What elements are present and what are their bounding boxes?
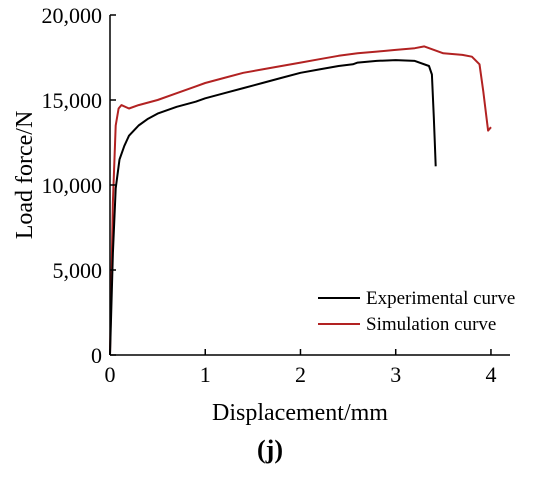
x-axis-title: Displacement/mm	[212, 400, 388, 426]
x-tick-label: 4	[485, 362, 496, 387]
y-tick-label: 10,000	[42, 173, 103, 198]
y-axis-title: Load force/N	[12, 111, 38, 240]
legend-label-simulation: Simulation curve	[366, 314, 496, 335]
y-axis-ticks: 0 5,000 10,000 15,000 20,000	[42, 3, 116, 368]
x-tick-label: 3	[390, 362, 401, 387]
legend-label-experimental: Experimental curve	[366, 288, 515, 309]
y-tick-label: 15,000	[42, 88, 103, 113]
x-tick-label: 0	[105, 362, 116, 387]
series-line-experimental-curve	[109, 59, 437, 356]
plot-area: 0 1 2 3 4 0 5,000 10,000 15,000 20,000	[42, 3, 510, 387]
panel-label: (j)	[257, 435, 283, 464]
x-tick-label: 1	[200, 362, 211, 387]
series-line-simulation-curve	[109, 45, 492, 356]
y-tick-label: 5,000	[53, 258, 103, 283]
x-axis-ticks: 0 1 2 3 4	[105, 349, 496, 387]
y-tick-label: 20,000	[42, 3, 103, 28]
x-tick-label: 2	[295, 362, 306, 387]
legend: Experimental curve Simulation curve	[318, 288, 515, 335]
series-layer	[109, 45, 492, 356]
y-tick-label: 0	[91, 343, 102, 368]
